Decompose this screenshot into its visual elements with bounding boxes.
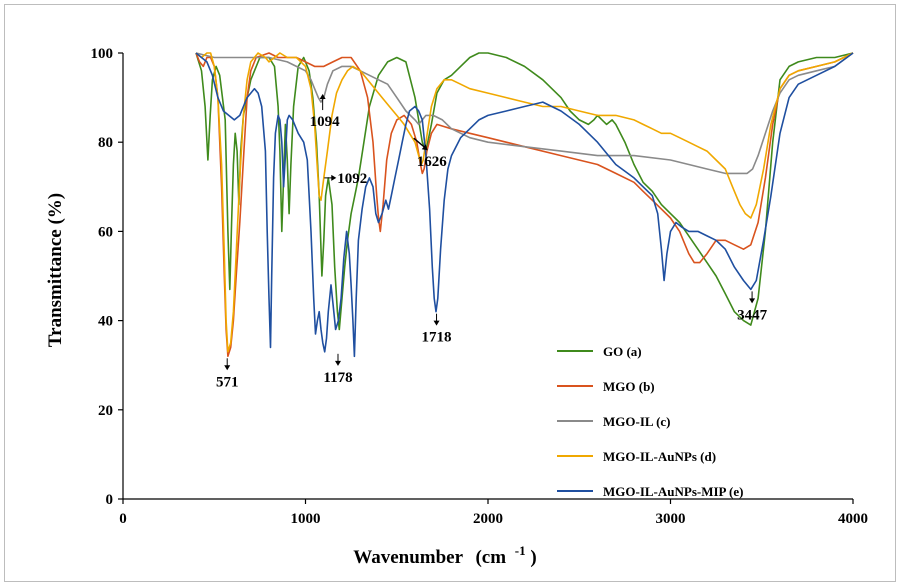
legend-label: MGO-IL (c) xyxy=(603,414,671,429)
figure-frame: 0 20 40 60 80 100 0 1000 2000 3000 4000 571 1178 17… xyxy=(4,4,896,582)
y-tick-label: 0 xyxy=(106,492,114,508)
x-tick-label: 2000 xyxy=(473,511,503,527)
peak-annotation: 1178 xyxy=(323,353,353,386)
legend: GO (a) MGO (b) MGO-IL (c) MGO-IL-AuNPs (d) M… xyxy=(557,344,743,499)
x-axis-title: Wavenumber (cm -1 ) xyxy=(353,539,536,568)
annotation-layer: 571 1178 1718 1094 1092 1626 3447 xyxy=(216,94,768,390)
x-axis-title-unit-close: ) xyxy=(530,547,536,568)
legend-label: MGO (b) xyxy=(603,379,655,394)
peak-label: 1094 xyxy=(310,114,341,130)
x-axis-title-main: Wavenumber xyxy=(353,547,463,568)
annotation-arrowhead xyxy=(334,360,341,366)
x-ticks: 0 1000 2000 3000 4000 xyxy=(119,499,868,527)
peak-label: 571 xyxy=(216,374,239,390)
annotation-arrowhead xyxy=(331,174,337,181)
annotation-arrowhead xyxy=(319,94,326,100)
peak-annotation: 1092 xyxy=(324,171,367,187)
annotation-arrow xyxy=(413,137,427,149)
x-tick-label: 0 xyxy=(119,511,127,527)
peak-annotation: 3447 xyxy=(737,291,768,323)
ftir-chart: 0 20 40 60 80 100 0 1000 2000 3000 4000 571 1178 17… xyxy=(45,46,869,568)
x-tick-label: 4000 xyxy=(838,511,868,527)
legend-label: MGO-IL-AuNPs (d) xyxy=(603,449,716,464)
annotation-arrowhead xyxy=(433,320,440,326)
x-axis-title-unit: (cm xyxy=(475,547,506,568)
legend-entry: GO (a) xyxy=(557,344,642,359)
series-layer xyxy=(195,52,854,358)
peak-annotation: 1094 xyxy=(310,94,341,130)
legend-label: MGO-IL-AuNPs-MIP (e) xyxy=(603,484,743,499)
y-tick-label: 100 xyxy=(91,46,114,62)
legend-label: GO (a) xyxy=(603,344,642,359)
y-ticks: 0 20 40 60 80 100 xyxy=(91,46,123,508)
y-tick-label: 20 xyxy=(98,403,113,419)
peak-annotation: 1626 xyxy=(413,137,448,170)
legend-entry: MGO (b) xyxy=(557,379,655,394)
series-line-4 xyxy=(195,52,854,358)
y-tick-label: 80 xyxy=(98,135,113,151)
peak-label: 1626 xyxy=(417,154,448,170)
y-tick-label: 40 xyxy=(98,314,113,330)
peak-label: 1718 xyxy=(422,330,452,346)
series-line-3 xyxy=(195,52,854,353)
y-axis-title: Transmittance (%) xyxy=(45,193,66,347)
y-tick-label: 60 xyxy=(98,224,113,240)
annotation-arrowhead xyxy=(421,144,428,151)
axes: 0 20 40 60 80 100 0 1000 2000 3000 4000 xyxy=(91,46,869,527)
x-axis-title-unit-sup: -1 xyxy=(515,543,526,558)
x-tick-label: 3000 xyxy=(656,511,686,527)
annotation-arrowhead xyxy=(749,298,756,304)
legend-entry: MGO-IL (c) xyxy=(557,414,671,429)
peak-label: 1092 xyxy=(337,171,367,187)
legend-entry: MGO-IL-AuNPs (d) xyxy=(557,449,716,464)
legend-entry: MGO-IL-AuNPs-MIP (e) xyxy=(557,484,743,499)
series-line-2 xyxy=(195,52,854,175)
peak-annotation: 1718 xyxy=(422,313,452,346)
x-tick-label: 1000 xyxy=(291,511,321,527)
series-line-0 xyxy=(195,52,854,331)
annotation-arrowhead xyxy=(224,365,231,371)
peak-label: 1178 xyxy=(323,370,352,386)
peak-label: 3447 xyxy=(737,307,768,323)
peak-annotation: 571 xyxy=(216,358,239,390)
